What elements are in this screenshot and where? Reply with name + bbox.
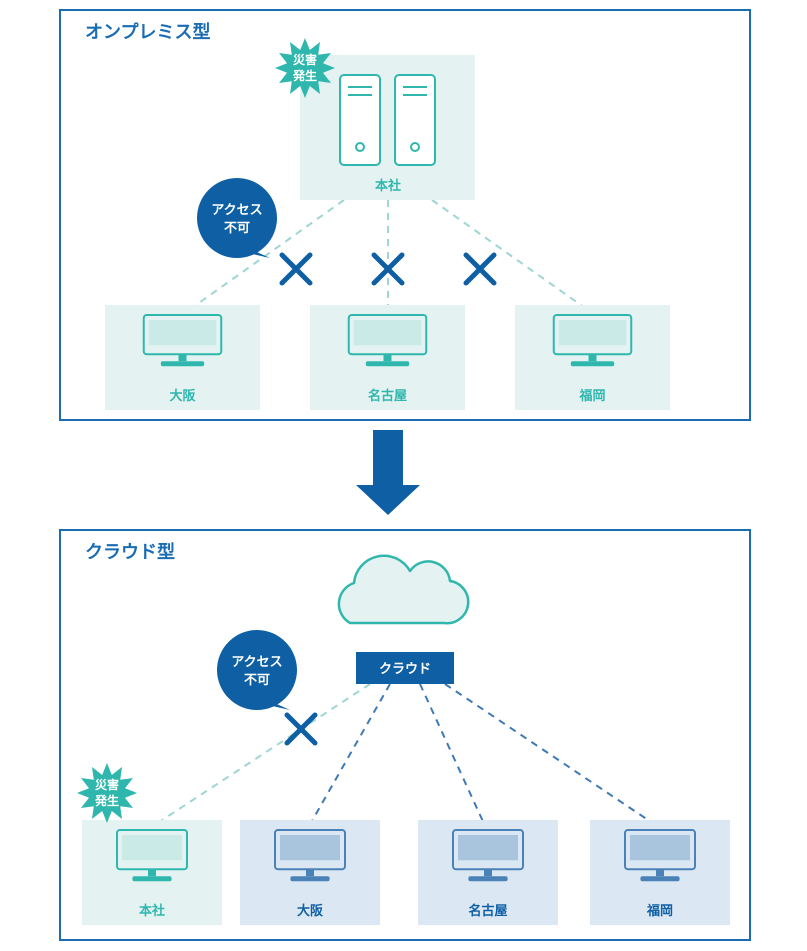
burst-badge-line1: 災害: [95, 777, 119, 792]
diagram-root: オンプレミス型本社災害発生アクセス不可大阪名古屋福岡クラウド型クラウドアクセス不…: [0, 0, 807, 951]
client-label: 本社: [139, 903, 165, 918]
speech-line1: アクセス: [211, 202, 262, 217]
cloud-icon: [339, 556, 468, 623]
cloud-label-text: クラウド: [379, 661, 431, 676]
panel-title: クラウド型: [85, 541, 175, 562]
connection-line: [445, 684, 660, 828]
server-group-label: 本社: [375, 178, 401, 193]
speech-line2: 不可: [224, 220, 250, 235]
panel-title: オンプレミス型: [85, 21, 210, 42]
burst-badge-line2: 発生: [292, 68, 317, 83]
client-label: 名古屋: [468, 903, 507, 918]
client-label: 大阪: [297, 903, 324, 918]
burst-badge-line1: 災害: [293, 52, 317, 67]
speech-line1: アクセス: [231, 654, 282, 669]
speech-line2: 不可: [244, 672, 270, 687]
transition-arrow: [356, 430, 420, 515]
burst-badge-line2: 発生: [94, 793, 119, 808]
connection-line: [420, 684, 486, 828]
connection-line: [308, 684, 390, 828]
connection-line: [432, 200, 595, 315]
client-label: 福岡: [578, 388, 605, 403]
speech-bubble-shape: [217, 630, 297, 710]
speech-bubble-shape: [197, 178, 277, 258]
client-label: 福岡: [646, 903, 673, 918]
diagram-svg: オンプレミス型本社災害発生アクセス不可大阪名古屋福岡クラウド型クラウドアクセス不…: [0, 0, 807, 951]
burst-badge-shape: [77, 763, 137, 823]
client-label: 名古屋: [368, 388, 407, 403]
client-label: 大阪: [169, 388, 196, 403]
